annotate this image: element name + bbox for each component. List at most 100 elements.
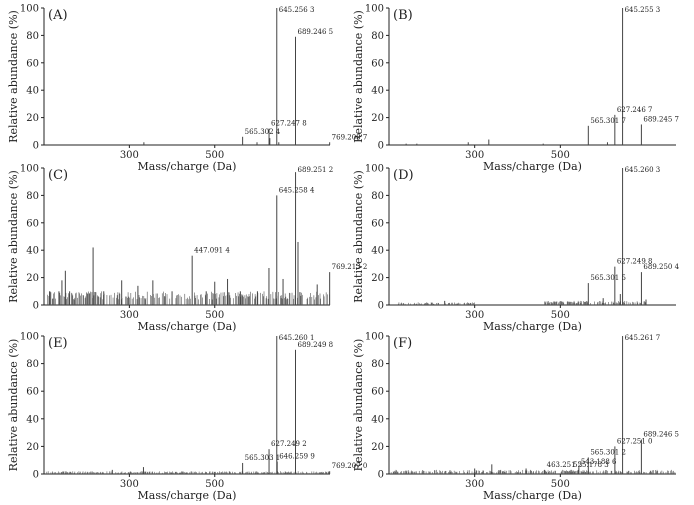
y-tick-label: 60 [26, 58, 39, 69]
peak-label: 645.256 3 [279, 6, 315, 14]
y-tick-label: 80 [26, 191, 39, 202]
panel-label: (A) [48, 8, 68, 23]
y-tick-label: 60 [371, 58, 384, 69]
peak-label: 627.247 8 [271, 120, 307, 128]
y-axis-label: Relative abundance (%) [7, 170, 20, 303]
y-tick-label: 40 [371, 86, 384, 97]
peak-label: 627.249 8 [617, 258, 653, 266]
y-tick-label: 100 [20, 164, 39, 175]
x-tick-label: 500 [205, 150, 224, 161]
peak-label: 627.246 7 [617, 106, 653, 114]
y-tick-label: 80 [371, 191, 384, 202]
peak-label: 645.261 7 [625, 334, 661, 342]
y-tick-label: 20 [371, 113, 384, 124]
y-axis-label: Relative abundance (%) [352, 339, 365, 472]
x-tick-label: 300 [465, 150, 484, 161]
y-tick-label: 0 [33, 301, 39, 312]
y-tick-label: 0 [378, 141, 384, 152]
y-tick-label: 100 [365, 164, 384, 175]
y-tick-label: 0 [33, 470, 39, 481]
peak-label: 447.091 4 [194, 247, 230, 255]
panel-label: (E) [48, 336, 68, 351]
panel-label: (B) [393, 8, 413, 23]
x-axis-label: Mass/charge (Da) [138, 489, 237, 501]
x-tick-label: 300 [120, 150, 139, 161]
x-tick-label: 300 [120, 310, 139, 321]
y-tick-label: 40 [371, 414, 384, 425]
peak-label: 689.251 2 [298, 166, 334, 174]
y-tick-label: 60 [26, 218, 39, 229]
peak-label: 689.250 4 [643, 263, 679, 271]
peak-label: 645.255 3 [625, 6, 661, 14]
peak-label: 689.245 7 [643, 115, 679, 123]
x-tick-label: 300 [465, 310, 484, 321]
panel-label: (C) [48, 168, 68, 183]
y-axis-label: Relative abundance (%) [7, 10, 20, 143]
peak-label: 543.188 6 [581, 458, 617, 466]
x-tick-label: 300 [120, 479, 139, 490]
y-tick-label: 100 [365, 332, 384, 343]
peak-label: 645.258 4 [279, 186, 315, 194]
peak-label: 627.251 0 [617, 437, 653, 445]
panel-label: (F) [393, 336, 412, 351]
x-axis-label: Mass/charge (Da) [138, 160, 237, 173]
peak-label: 565.301 7 [590, 117, 626, 125]
y-tick-label: 100 [20, 4, 39, 15]
peak-label: 525.178 3 [573, 461, 609, 469]
x-tick-label: 500 [551, 310, 570, 321]
y-tick-label: 80 [371, 359, 384, 370]
y-tick-label: 40 [26, 246, 39, 257]
y-tick-label: 20 [26, 442, 39, 453]
y-tick-label: 20 [26, 273, 39, 284]
x-tick-label: 500 [205, 310, 224, 321]
y-tick-label: 100 [20, 332, 39, 343]
y-tick-label: 40 [26, 414, 39, 425]
x-axis-label: Mass/charge (Da) [138, 320, 237, 333]
peak-label: 565.302 4 [245, 128, 281, 136]
peak-label: 769.207 0 [332, 462, 368, 470]
y-tick-label: 60 [371, 218, 384, 229]
x-tick-label: 300 [465, 479, 484, 490]
peak-label: 645.260 3 [625, 166, 661, 174]
y-axis-label: Relative abundance (%) [352, 10, 365, 143]
x-tick-label: 500 [551, 479, 570, 490]
peak-label: 565.303 1 [245, 454, 281, 462]
peak-label: 646.259 9 [279, 453, 315, 461]
peak-label: 689.249 8 [298, 341, 334, 349]
x-axis-label: Mass/charge (Da) [483, 160, 582, 173]
y-tick-label: 80 [371, 31, 384, 42]
y-tick-label: 60 [26, 387, 39, 398]
peak-label: 565.301 2 [590, 448, 626, 456]
y-tick-label: 0 [378, 470, 384, 481]
peak-label: 769.208 7 [332, 133, 368, 141]
y-tick-label: 20 [26, 113, 39, 124]
x-tick-label: 500 [205, 479, 224, 490]
peak-label: 689.246 5 [643, 431, 679, 439]
x-axis-label: Mass/charge (Da) [483, 320, 582, 333]
peak-label: 769.213 2 [332, 263, 368, 271]
y-tick-label: 80 [26, 31, 39, 42]
y-tick-label: 60 [371, 387, 384, 398]
y-tick-label: 0 [378, 301, 384, 312]
y-tick-label: 20 [371, 442, 384, 453]
peak-label: 463.251 5 [547, 461, 583, 469]
peak-label: 689.246 5 [298, 28, 334, 36]
x-tick-label: 500 [551, 150, 570, 161]
y-tick-label: 40 [26, 86, 39, 97]
peak-label: 565.301 5 [590, 274, 626, 282]
y-tick-label: 40 [371, 246, 384, 257]
y-axis-label: Relative abundance (%) [352, 170, 365, 303]
panel-label: (D) [393, 168, 414, 183]
y-tick-label: 0 [33, 141, 39, 152]
y-tick-label: 80 [26, 359, 39, 370]
y-tick-label: 20 [371, 273, 384, 284]
x-axis-label: Mass/charge (Da) [483, 489, 582, 501]
